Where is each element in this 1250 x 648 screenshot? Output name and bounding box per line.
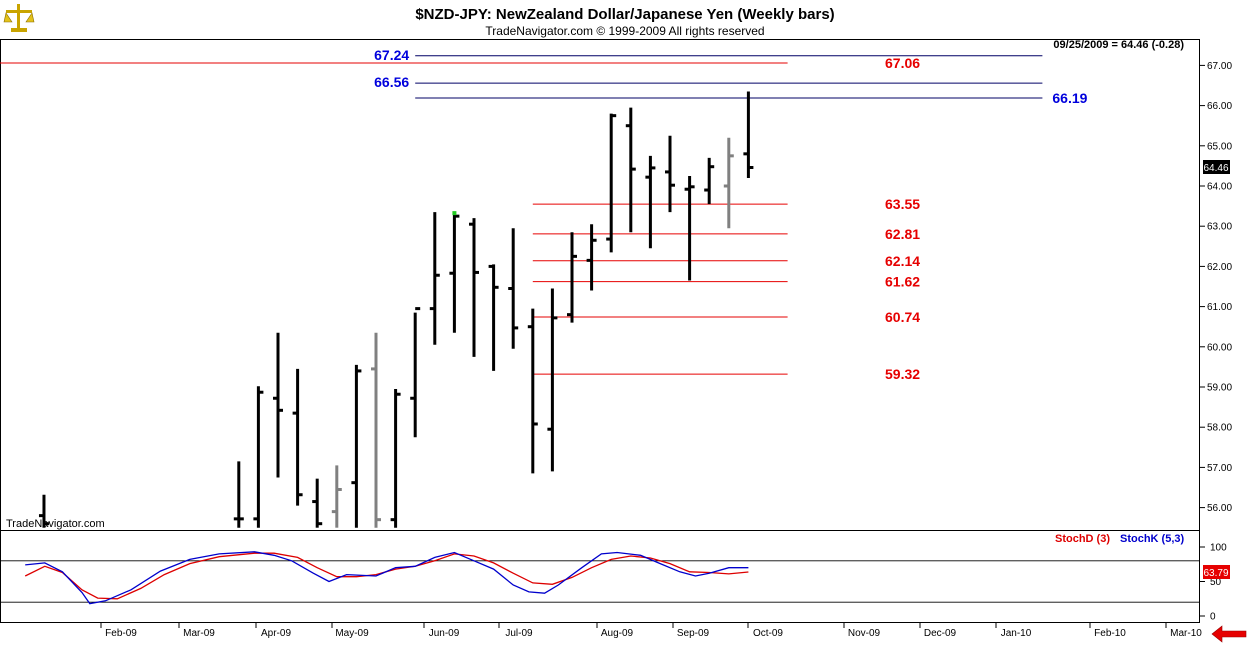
price-tick-label: 56.00 (1207, 503, 1232, 514)
price-tick-label: 60.00 (1207, 342, 1232, 353)
ohlc-bar (684, 175, 695, 281)
ohlc-bar (488, 264, 499, 371)
left-arrow-icon[interactable] (1211, 625, 1247, 643)
stoch-tick-label: 0 (1210, 612, 1216, 623)
x-tick-label: Jun-09 (429, 628, 460, 639)
x-tick-label: Oct-09 (753, 628, 783, 639)
ohlc-bar (527, 308, 538, 474)
chart-title: $NZD-JPY: NewZealand Dollar/Japanese Yen… (415, 6, 834, 23)
price-tick-label: 58.00 (1207, 423, 1232, 434)
x-tick-label: Sep-09 (677, 628, 710, 639)
price-tick-label: 64.00 (1207, 182, 1232, 193)
stoch-panel-frame (0, 530, 1200, 623)
x-tick-label: Feb-10 (1094, 628, 1126, 639)
scales-icon (3, 4, 35, 32)
price-tick-label: 67.00 (1207, 61, 1232, 72)
ohlc-bar (606, 113, 617, 253)
stoch-series-d (24, 552, 749, 600)
ohlc-bar (292, 368, 303, 506)
level-label-61.62: 61.62 (885, 274, 920, 290)
stoch-lines (24, 551, 749, 605)
ohlc-bar (704, 157, 715, 205)
ohlc-bar (38, 494, 49, 528)
level-label-67.06: 67.06 (885, 55, 920, 71)
legend-stoch-d: StochD (3) (1055, 533, 1110, 545)
ohlc-bar (449, 212, 460, 333)
price-last-value-box (1203, 160, 1230, 174)
ohlc-bar (723, 137, 734, 229)
ohlc-bar (233, 461, 244, 528)
level-label-63.55: 63.55 (885, 196, 920, 212)
x-tick-label: Feb-09 (105, 628, 137, 639)
ohlc-bar (567, 232, 577, 323)
ohlc-bar (410, 307, 421, 438)
ohlc-bar (331, 465, 342, 528)
ohlc-bar (429, 212, 440, 345)
x-axis: Feb-09 Mar-09 Apr-09 May-09 Jun-09 Jul-09 Aug-… (100, 623, 1202, 639)
price-tick-label: 57.00 (1207, 463, 1232, 474)
level-label-60.74: 60.74 (885, 309, 920, 325)
ohlc-bar (312, 478, 323, 528)
price-tick-label: 61.00 (1207, 302, 1232, 313)
stoch-series-k (25, 551, 749, 605)
x-tick-label: Mar-10 (1170, 628, 1202, 639)
level-label-59.32: 59.32 (885, 366, 920, 382)
x-tick-label: Aug-09 (601, 628, 634, 639)
x-tick-label: Jan-10 (1001, 628, 1032, 639)
level-label-66.56: 66.56 (374, 74, 409, 90)
x-tick-label: Mar-09 (183, 628, 215, 639)
ohlc-bar (665, 135, 675, 213)
ohlc-bar (586, 224, 597, 291)
price-tick-label: 62.00 (1207, 262, 1232, 273)
price-y-axis: 67.00 66.00 65.00 64.00 63.00 62.00 61.00 60.00… (1200, 61, 1232, 514)
ohlc-bar (625, 107, 636, 233)
legend-stoch-k: StochK (5,3) (1120, 533, 1185, 545)
ohlc-bar (371, 332, 381, 528)
x-tick-label: Dec-09 (924, 628, 957, 639)
ohlc-bar (547, 288, 558, 472)
x-tick-label: May-09 (335, 628, 369, 639)
level-label-67.24: 67.24 (374, 47, 409, 63)
ohlc-bars (38, 91, 754, 528)
ohlc-bar (273, 332, 283, 478)
level-label-62.81: 62.81 (885, 226, 920, 242)
price-tick-label: 63.00 (1207, 222, 1232, 233)
level-label-66.19: 66.19 (1052, 90, 1087, 106)
level-label-62.14: 62.14 (885, 253, 920, 269)
price-panel-frame (0, 39, 1200, 531)
chart-subtitle: TradeNavigator.com © 1999-2009 All right… (485, 24, 764, 38)
fib-levels: 67.24 67.06 66.56 66.19 63.55 62.81 62.14 61.62… (0, 47, 1088, 382)
ohlc-bar (645, 155, 656, 249)
x-tick-label: Apr-09 (261, 628, 291, 639)
watermark: TradeNavigator.com (6, 518, 105, 530)
ohlc-bar (390, 389, 401, 528)
last-quote-label: 09/25/2009 = 64.46 (-0.28) (1053, 39, 1184, 51)
stoch-tick-label: 50 (1210, 577, 1222, 588)
signal-marker (452, 211, 457, 216)
ohlc-bar (351, 364, 362, 528)
x-tick-label: Nov-09 (848, 628, 881, 639)
stoch-tick-label: 100 (1210, 543, 1227, 554)
ohlc-bar (253, 386, 264, 528)
stoch-last-value-box (1203, 565, 1230, 579)
price-tick-label: 66.00 (1207, 101, 1232, 112)
price-last-value: 64.46 (1203, 163, 1228, 174)
price-tick-label: 59.00 (1207, 383, 1232, 394)
ohlc-bar (469, 218, 479, 357)
ohlc-bar (743, 91, 754, 178)
price-tick-label: 65.00 (1207, 141, 1232, 152)
stoch-last-value: 63.79 (1203, 568, 1228, 579)
ohlc-bar (508, 228, 519, 349)
x-tick-label: Jul-09 (505, 628, 533, 639)
